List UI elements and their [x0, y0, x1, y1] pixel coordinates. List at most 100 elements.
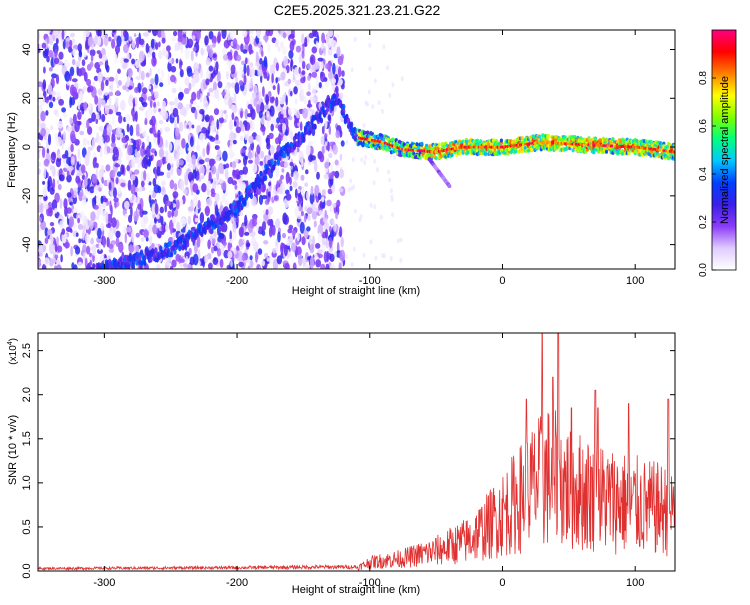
spectrogram-cell — [208, 171, 212, 183]
spectrogram-cell — [199, 108, 205, 115]
spectrogram-cell — [214, 145, 218, 150]
spectrogram-cell — [257, 248, 263, 255]
spectrogram-cell — [309, 54, 316, 65]
spectrogram-cell — [48, 258, 54, 267]
spectrogram-cell — [611, 137, 615, 141]
spectrogram-cell — [295, 110, 300, 119]
spectrogram-cell — [89, 259, 93, 267]
spectrogram-cell — [304, 206, 308, 212]
spectrogram-cell — [183, 263, 188, 268]
spectrogram-cell — [289, 161, 294, 167]
spectrogram-cell — [272, 85, 276, 90]
spectrogram-cell — [123, 58, 129, 63]
spectrogram-cell — [205, 78, 210, 86]
spectrogram-cell — [184, 77, 190, 86]
spectrogram-cell — [115, 230, 121, 238]
snr-y-tick-label: 0.0 — [21, 563, 33, 578]
spectrogram-cell — [282, 32, 287, 39]
spectrogram-cell — [80, 164, 86, 174]
spectrogram-cell — [133, 169, 140, 175]
spectrogram-cell — [103, 34, 109, 47]
spectrogram-cell — [94, 157, 97, 162]
spectrogram-cell — [335, 130, 341, 139]
spectrogram-cell — [200, 47, 204, 56]
spectrogram-cell — [64, 274, 67, 280]
spectrogram-cell — [328, 71, 333, 79]
spectrogram-cell — [219, 109, 223, 119]
spectrogram-cell — [40, 127, 46, 137]
spectrogram-cell — [173, 248, 177, 255]
spectrogram-cell — [68, 45, 73, 53]
spectrogram-cell — [206, 162, 210, 175]
spectrogram-cell — [82, 137, 87, 147]
spectrogram-cell — [134, 151, 140, 158]
spectrogram-cell — [258, 135, 262, 148]
colorbar-tick-label: 0.4 — [698, 167, 709, 181]
spectrogram-cell — [275, 77, 279, 84]
spectrogram-cell — [119, 256, 123, 263]
spectrogram-cell — [47, 83, 53, 95]
spectrogram-cell — [298, 66, 301, 75]
spectrogram-cell — [166, 163, 171, 171]
spectrogram-cell — [73, 269, 76, 275]
spectrogram-cell — [256, 30, 261, 39]
snr-y-axis: 0.00.51.01.52.02.5 — [21, 343, 675, 579]
snr-x-label: Height of straight line (km) — [292, 584, 420, 596]
spectrogram-cell — [185, 255, 188, 263]
spectrogram-cell — [91, 173, 97, 184]
spectrogram-cell — [106, 145, 111, 154]
spectrogram-cell — [141, 158, 147, 169]
spectrogram-cell — [154, 247, 158, 254]
spectrogram-cell — [223, 93, 230, 106]
spectrogram-cell — [58, 174, 65, 182]
spectrogram-cell — [286, 106, 289, 118]
spectrogram-cell — [52, 165, 56, 177]
spectrogram-cell — [52, 96, 56, 102]
spectrogram-cell — [280, 41, 284, 48]
spectrogram-cell — [128, 35, 132, 42]
spectrogram-cell — [159, 82, 164, 88]
spectrogram-cell — [161, 223, 167, 233]
spectrogram-cell — [129, 94, 134, 102]
spectrogram-cell — [70, 278, 73, 284]
spectrogram-cell — [176, 221, 181, 232]
spectrogram-cell — [216, 247, 222, 257]
spectrogram-cell — [87, 276, 90, 282]
spectrogram-cell — [170, 74, 176, 83]
spectrogram-cell — [353, 36, 357, 42]
spectrogram-cell — [86, 78, 92, 87]
spectrogram-cell — [649, 139, 653, 144]
spectrogram-cell — [267, 169, 271, 176]
spectrogram-cell — [197, 145, 201, 150]
spectrogram-cell — [292, 262, 297, 269]
spectrogram-cell — [149, 256, 153, 263]
spectrogram-cell — [51, 151, 57, 161]
spectrogram-cell — [57, 281, 60, 287]
spectrogram-cell — [289, 40, 295, 52]
spectrogram-cell — [338, 188, 344, 193]
spectrogram-cell — [64, 60, 70, 68]
spectrogram-cell — [115, 127, 122, 138]
spectrogram-cell — [72, 48, 77, 57]
spectrogram-cell — [248, 135, 254, 144]
spectrogram-cell — [324, 161, 330, 169]
spectrogram-cell — [269, 64, 275, 76]
snr-y-tick-label: 2.5 — [21, 343, 33, 358]
spectrogram-cell — [231, 161, 237, 169]
spectrogram-cell — [242, 49, 248, 54]
spectrogram-cell — [97, 100, 101, 112]
spectrogram-cell — [368, 66, 372, 72]
spectrogram-cell — [154, 203, 159, 216]
spectrogram-cell — [61, 107, 66, 113]
colorbar-tick-label: 0.8 — [698, 71, 709, 85]
spectrogram-cell — [324, 117, 328, 129]
spectrogram-cell — [228, 238, 233, 244]
colorbar-tick-label: 0.0 — [698, 263, 709, 277]
spectrogram-cell — [145, 43, 149, 54]
spectrogram-cell — [132, 97, 136, 105]
spectrogram-cell — [275, 245, 279, 254]
spectrogram-cell — [251, 92, 257, 99]
spectrogram-cell — [337, 55, 344, 66]
spectrogram-cell — [298, 207, 304, 212]
spectrogram-cell — [41, 42, 47, 49]
